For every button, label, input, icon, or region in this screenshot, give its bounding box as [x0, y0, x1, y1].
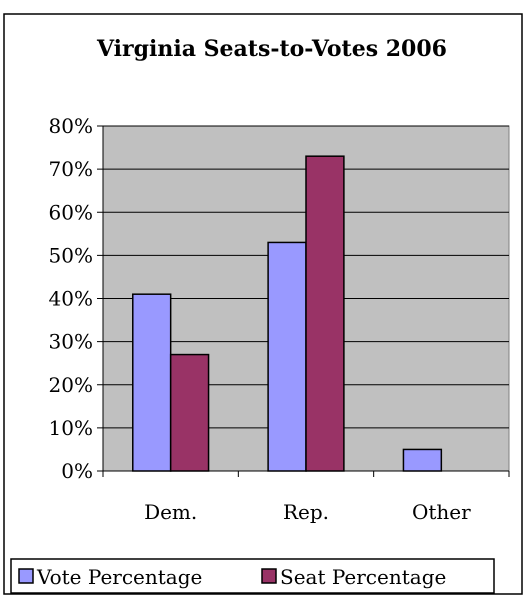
legend-swatch-seat-percentage	[261, 568, 277, 584]
y-tick-label: 20%	[49, 373, 93, 397]
y-tick-label: 40%	[49, 287, 93, 311]
legend-box	[10, 558, 495, 594]
legend-label-vote-percentage: Vote Percentage	[36, 565, 202, 589]
bar-seat-percentage-rep	[305, 155, 345, 472]
y-tick-label: 60%	[49, 200, 93, 224]
legend-label-seat-percentage: Seat Percentage	[280, 565, 446, 589]
x-category-label: Dem.	[144, 500, 197, 524]
y-tick-label: 50%	[49, 243, 93, 267]
plot-area: 0% 10% 20% 30% 40% 50% 60% 70% 80% Dem. Rep. Other	[49, 114, 510, 524]
y-tick-label: 70%	[49, 157, 93, 181]
y-tick-label: 0%	[61, 459, 93, 483]
y-tick-label: 10%	[49, 416, 93, 440]
bar-seat-percentage-dem	[169, 353, 210, 472]
bar-vote-percentage-other	[402, 448, 443, 472]
x-category-label: Rep.	[283, 500, 329, 524]
legend-swatch-vote-percentage	[18, 568, 34, 584]
legend: Vote Percentage Seat Percentage	[10, 558, 495, 594]
y-tick-label: 30%	[49, 330, 93, 354]
x-category-label: Other	[412, 500, 471, 524]
bar-vote-percentage-rep	[267, 241, 307, 472]
bar-vote-percentage-dem	[132, 293, 172, 472]
chart-title: Virginia Seats-to-Votes 2006	[96, 36, 447, 62]
y-tick-label: 80%	[49, 114, 93, 138]
